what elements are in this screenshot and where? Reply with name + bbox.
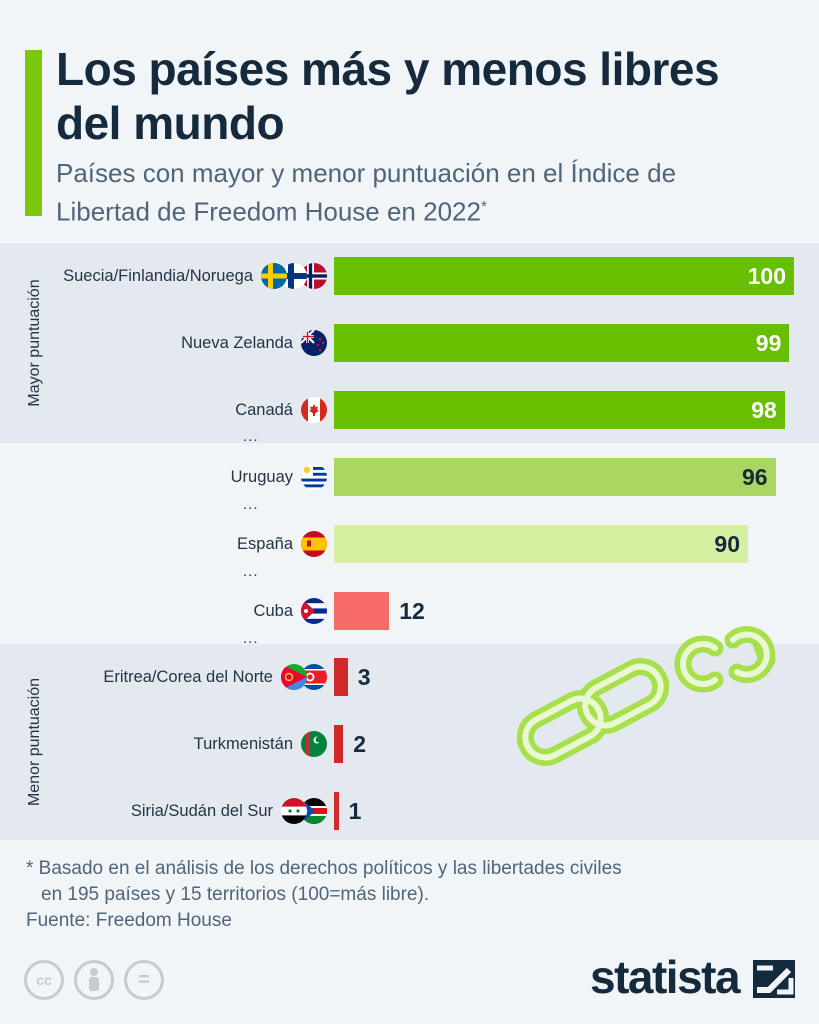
country-label: Uruguay	[230, 467, 293, 486]
cc-icon[interactable]: cc	[24, 960, 64, 1000]
footnote-line-2: en 195 países y 15 territorios (100=más …	[41, 884, 430, 905]
country-label: Suecia/Finlandia/Noruega	[63, 267, 253, 285]
flag-group	[301, 597, 327, 624]
canada-flag	[301, 396, 327, 423]
broken-chain-illustration	[516, 626, 776, 766]
statista-logo-text[interactable]: statista	[590, 951, 741, 1003]
bar-value-label: 98	[751, 396, 777, 423]
country-label: Eritrea/Corea del Norte	[103, 668, 273, 687]
bar	[334, 323, 790, 362]
footnote-line-1: * Basado en el análisis de los derechos …	[26, 858, 622, 879]
sweden-flag	[261, 263, 287, 289]
ellipsis: ...	[243, 496, 259, 513]
bar-value-label: 90	[714, 530, 740, 557]
country-label: Cuba	[253, 601, 293, 620]
band-label-top: Mayor puntuación	[26, 279, 43, 407]
flag-group	[301, 396, 327, 423]
ellipsis: ...	[243, 563, 259, 580]
bar-value-label: 12	[399, 597, 425, 624]
bar-value-label: 100	[747, 263, 786, 289]
subtitle-footnote-mark: *	[480, 198, 487, 215]
source: Fuente: Freedom House	[26, 910, 232, 931]
new-zealand-flag	[301, 329, 327, 356]
bar-value-label: 2	[353, 731, 366, 758]
flag-group	[301, 463, 327, 490]
bar	[334, 725, 344, 764]
country-label: Nueva Zelanda	[181, 333, 293, 352]
subtitle: Países con mayor y menor puntuación en e…	[56, 157, 756, 229]
bar	[334, 792, 339, 831]
bar-value-label: 1	[348, 798, 362, 825]
flag-group	[301, 530, 327, 557]
statista-logo-icon	[753, 960, 795, 998]
bar	[334, 591, 390, 630]
country-label: Siria/Sudán del Sur	[130, 802, 273, 821]
bar	[334, 524, 748, 563]
attribution-icon[interactable]	[74, 960, 114, 1000]
bar	[334, 390, 785, 429]
turkmenistan-flag	[301, 731, 327, 758]
country-label: Turkmenistán	[193, 735, 293, 754]
flag-group	[301, 329, 327, 356]
bar-value-label: 3	[357, 664, 371, 691]
flag-group	[281, 798, 327, 825]
ellipsis: ...	[243, 630, 259, 647]
syria-flag	[281, 798, 307, 825]
country-label: España	[237, 534, 293, 553]
page-title: Los países más y menos libres del mundo	[56, 43, 720, 149]
band-label-bottom: Menor puntuación	[26, 677, 43, 807]
no-derivatives-icon[interactable]: =	[124, 960, 164, 1000]
cuba-flag	[301, 597, 327, 624]
bar-value-label: 99	[755, 329, 782, 356]
country-label: Canadá	[235, 400, 293, 419]
bar	[334, 457, 776, 496]
ellipsis: ...	[243, 428, 259, 445]
bar	[334, 658, 348, 697]
subtitle-text: Países con mayor y menor puntuación en e…	[56, 158, 677, 227]
spain-flag	[301, 530, 327, 557]
footnote: * Basado en el análisis de los derechos …	[26, 856, 786, 908]
eritrea-flag	[281, 664, 307, 691]
bar	[334, 257, 794, 295]
title-accent-bar	[25, 50, 42, 216]
north-korea-flag	[301, 664, 327, 691]
uruguay-flag	[301, 463, 327, 490]
bar-value-label: 96	[742, 463, 768, 490]
flag-group	[261, 263, 327, 289]
flag-group	[301, 731, 327, 758]
flag-group	[281, 664, 327, 691]
